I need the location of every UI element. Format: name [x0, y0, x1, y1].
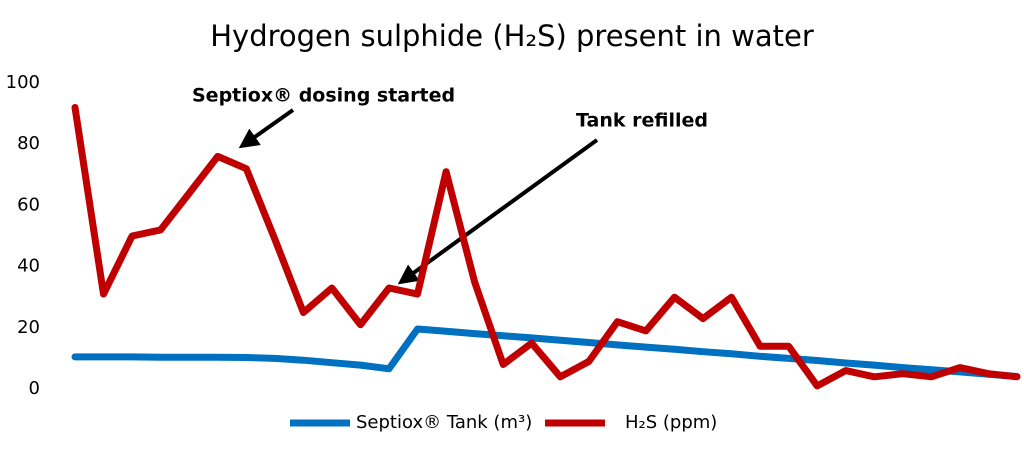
- annotation: Septiox® dosing started: [192, 85, 455, 107]
- legend-label: Septiox® Tank (m³): [356, 412, 532, 433]
- series-line: [71, 325, 1021, 380]
- y-tick-label: 60: [17, 194, 40, 215]
- chart-title: Hydrogen sulphide (H₂S) present in water: [210, 19, 814, 53]
- y-tick-label: 40: [17, 256, 40, 277]
- y-tick-label: 20: [17, 317, 40, 338]
- arrow: [238, 108, 295, 149]
- y-tick-label: 80: [17, 133, 40, 154]
- y-tick-label: 100: [6, 72, 40, 93]
- legend-label: H₂S (ppm): [625, 412, 717, 433]
- annotation: Tank refilled: [576, 110, 708, 132]
- series-line: [71, 104, 1021, 390]
- y-tick-label: 0: [29, 378, 40, 399]
- arrow: [397, 138, 599, 285]
